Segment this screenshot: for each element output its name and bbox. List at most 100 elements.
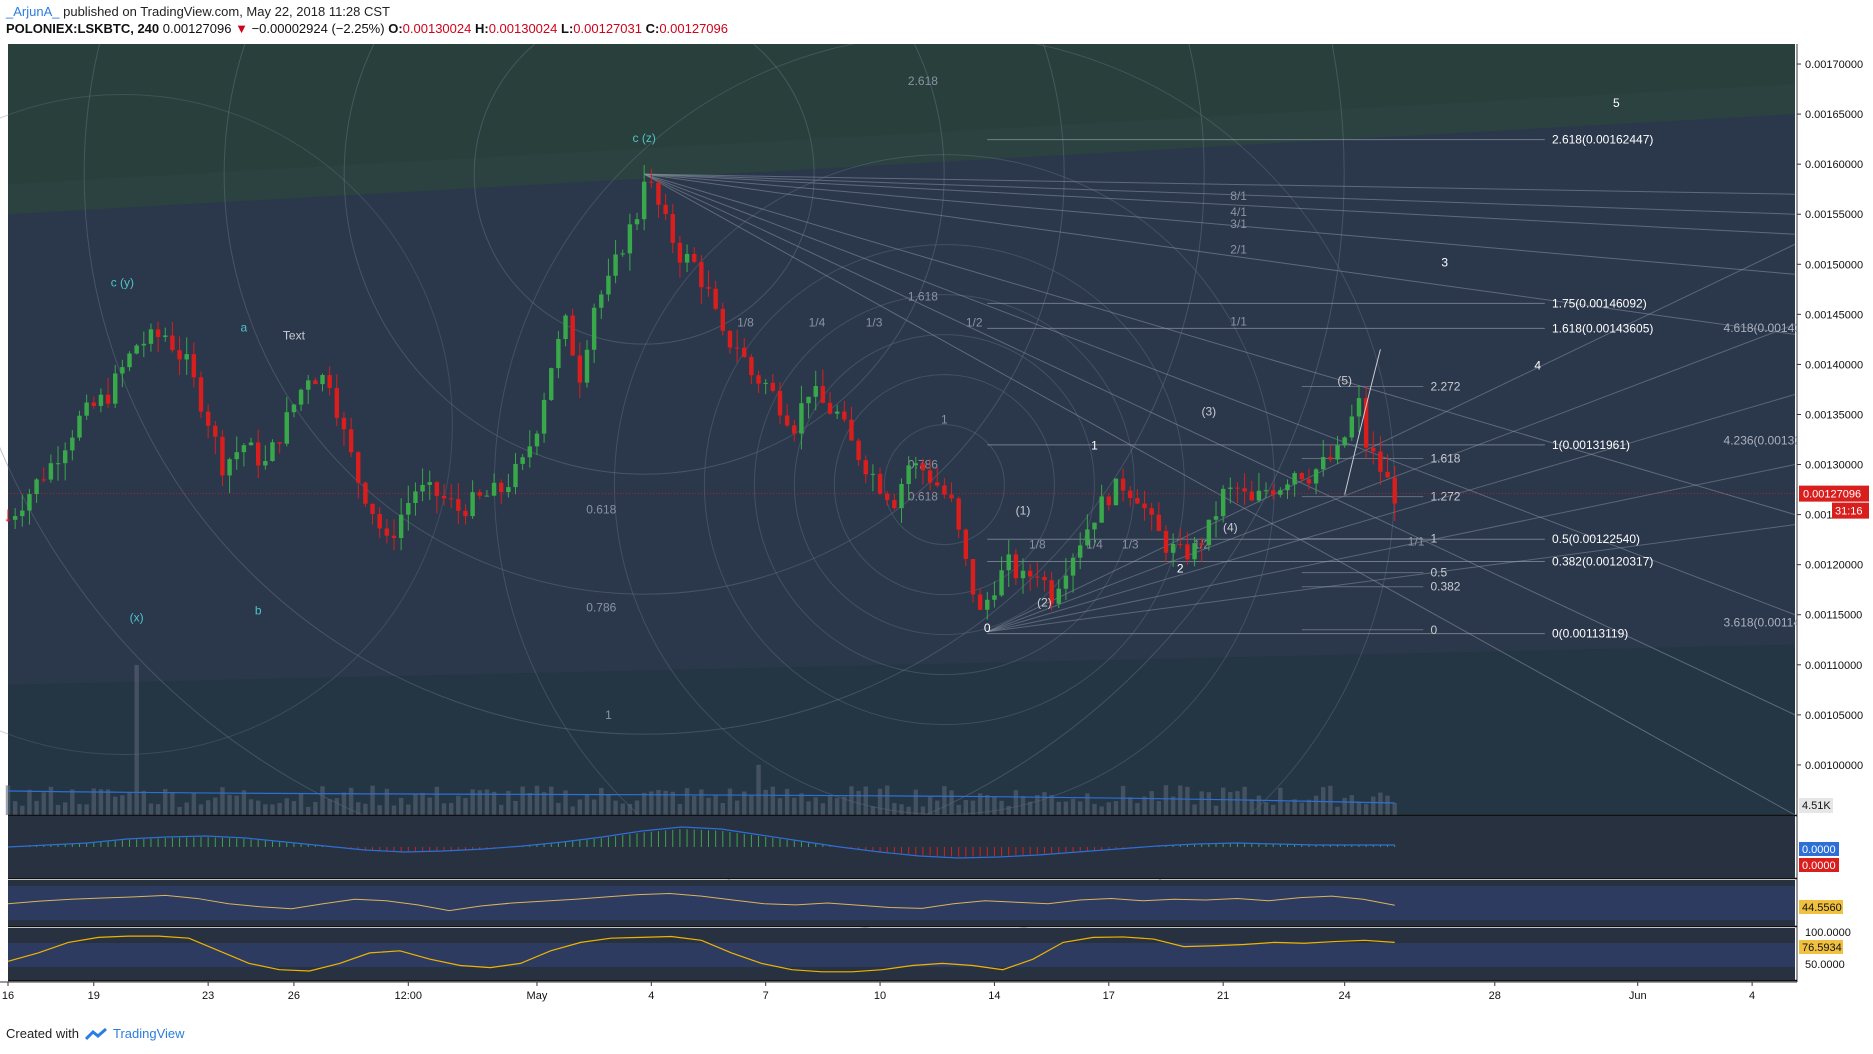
candle-body bbox=[541, 399, 547, 434]
volume-bar bbox=[384, 788, 390, 815]
volume-bar bbox=[184, 802, 189, 815]
candle-body bbox=[742, 347, 747, 357]
volume-bar bbox=[77, 804, 82, 815]
down-arrow-icon: ▼ bbox=[235, 21, 248, 36]
fib-circle bbox=[223, 0, 1065, 595]
circle-label: 1/8 bbox=[1029, 538, 1046, 552]
volume-bar bbox=[456, 795, 461, 815]
volume-bar bbox=[491, 791, 497, 815]
circle-label: 1 bbox=[941, 412, 948, 426]
chart-area[interactable]: 2.618(0.00162447) 1.75(0.00146092) 1.618(0… bbox=[0, 0, 1873, 1020]
volume-bar bbox=[398, 797, 404, 815]
price-chart-svg[interactable]: 2.618(0.00162447) 1.75(0.00146092) 1.618(0… bbox=[0, 0, 1873, 1020]
volume-bar bbox=[420, 792, 425, 815]
volume-bar bbox=[1213, 805, 1219, 815]
candle-body bbox=[799, 403, 804, 434]
candle-body bbox=[141, 343, 147, 346]
time-tick-label: 10 bbox=[874, 990, 886, 1002]
volume-bar bbox=[191, 793, 197, 815]
candle-body bbox=[241, 445, 247, 453]
fib-ext-label: 0 bbox=[1430, 623, 1437, 637]
volume-bar bbox=[1249, 799, 1254, 815]
price-tick-label: 0.00105000 bbox=[1805, 710, 1863, 722]
volume-bar bbox=[513, 800, 518, 815]
candle-body bbox=[627, 224, 633, 254]
candle-body bbox=[970, 559, 976, 595]
macd-value-tag bbox=[1799, 842, 1839, 856]
candle-body bbox=[877, 473, 883, 494]
volume-bar bbox=[1142, 796, 1147, 815]
volume-bar bbox=[1035, 795, 1040, 815]
candle-body bbox=[870, 473, 876, 475]
wave-label: a bbox=[241, 320, 248, 334]
volume-bar bbox=[327, 799, 332, 815]
volume-bar bbox=[413, 794, 418, 815]
wave-label: 4 bbox=[1534, 358, 1541, 372]
candle-body bbox=[963, 529, 969, 560]
low-value: 0.00127031 bbox=[573, 21, 642, 36]
volume-bar bbox=[627, 803, 633, 815]
volume-bar bbox=[799, 793, 804, 815]
wave-label: c (y) bbox=[111, 275, 134, 289]
author-link[interactable]: _ArjunA_ bbox=[6, 4, 60, 19]
tradingview-brand[interactable]: TradingView bbox=[112, 1026, 185, 1041]
gann-fan-line bbox=[644, 173, 1796, 215]
macd-value-label: 0.0000 bbox=[1802, 844, 1836, 856]
gann-label: 1/2 bbox=[966, 315, 983, 329]
candle-body bbox=[591, 307, 597, 350]
volume-bar bbox=[291, 801, 297, 815]
candle-body bbox=[298, 389, 304, 405]
time-tick-label: 12:00 bbox=[395, 990, 423, 1002]
fib-level-label: 1(0.00131961) bbox=[1552, 438, 1630, 452]
candle-body bbox=[205, 411, 211, 426]
last-price-tag-label: 0.00127096 bbox=[1803, 489, 1861, 501]
gann-fan-line bbox=[643, 173, 1796, 816]
candle-body bbox=[699, 261, 704, 288]
candle-body bbox=[1149, 508, 1154, 515]
candle-body bbox=[220, 436, 225, 476]
candle-body bbox=[1392, 477, 1397, 504]
time-tick-label: 17 bbox=[1103, 990, 1115, 1002]
volume-bar bbox=[691, 795, 697, 815]
candle-body bbox=[734, 347, 740, 349]
candle-body bbox=[127, 353, 132, 368]
volume-bar bbox=[713, 794, 718, 815]
candle-body bbox=[749, 356, 754, 376]
candle-body bbox=[992, 595, 997, 600]
candle-body bbox=[498, 482, 504, 493]
candle-body bbox=[927, 470, 933, 483]
volume-bar bbox=[248, 799, 254, 815]
rsi-value-label: 44.5560 bbox=[1802, 902, 1842, 914]
candle-body bbox=[1135, 497, 1140, 504]
candle-body bbox=[1356, 398, 1362, 417]
symbol-title: POLONIEX:LSKBTC, 240 bbox=[6, 21, 160, 36]
circle-label: 0.786 bbox=[586, 601, 616, 615]
price-tick-label: 0.00150000 bbox=[1805, 259, 1863, 271]
circle-label: 0.618 bbox=[908, 490, 938, 504]
volume-bar bbox=[1185, 786, 1190, 815]
candle-body bbox=[606, 275, 611, 295]
candle-body bbox=[1006, 554, 1011, 571]
volume-bar bbox=[763, 789, 768, 815]
volume-bar bbox=[1206, 792, 1212, 815]
volume-bar bbox=[1270, 804, 1276, 815]
candle-body bbox=[956, 498, 961, 530]
candle-body bbox=[1270, 490, 1276, 495]
candle-body bbox=[1292, 473, 1297, 485]
price-tick-label: 0.00100000 bbox=[1805, 760, 1863, 772]
volume-bar bbox=[34, 800, 39, 815]
time-tick-label: 4 bbox=[648, 990, 654, 1002]
fib-ext-label: 1.272 bbox=[1430, 490, 1460, 504]
candle-body bbox=[270, 442, 275, 462]
fib-level-label: 0(0.00113119) bbox=[1552, 627, 1628, 641]
wave-label: (4) bbox=[1223, 521, 1238, 535]
candle-body bbox=[663, 204, 668, 215]
volume-bar bbox=[670, 791, 675, 815]
candle-body bbox=[41, 479, 46, 481]
time-tick-label: 21 bbox=[1217, 990, 1229, 1002]
candle-body bbox=[1206, 519, 1212, 546]
volume-bar bbox=[1027, 801, 1033, 815]
footer: Created with TradingView bbox=[6, 1026, 185, 1041]
volume-bar bbox=[656, 790, 661, 815]
fib-circle bbox=[83, 0, 1205, 735]
